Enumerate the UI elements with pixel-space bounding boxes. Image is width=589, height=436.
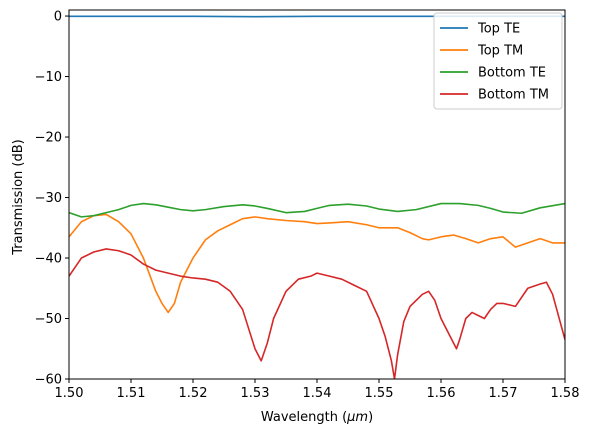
x-tick-label: 1.56 <box>427 386 456 401</box>
x-tick-label: 1.54 <box>303 386 332 401</box>
series-line-bottom-tm <box>69 248 565 379</box>
y-tick-label: −40 <box>35 252 62 267</box>
x-tick-label: 1.55 <box>365 386 394 401</box>
y-tick-label: 0 <box>54 10 62 25</box>
legend-label: Top TE <box>477 22 520 37</box>
legend: Top TE Top TM Bottom TE Bottom TM <box>433 12 563 110</box>
legend-label: Bottom TM <box>478 88 549 103</box>
x-tick-label: 1.57 <box>489 386 518 401</box>
x-tick-label: 1.51 <box>117 386 146 401</box>
x-axis-label: Wavelength (μm) <box>261 410 373 425</box>
y-tick-label: −10 <box>35 70 62 85</box>
series-line-bottom-te <box>69 202 565 218</box>
x-tick-label: 1.58 <box>551 386 580 401</box>
legend-label: Top TM <box>477 44 523 59</box>
legend-label: Bottom TE <box>478 66 546 81</box>
series-line-top-tm <box>69 213 565 314</box>
y-tick-label: −30 <box>35 191 62 206</box>
x-tick-label: 1.50 <box>55 386 84 401</box>
y-tick-label: −50 <box>35 312 62 327</box>
y-axis: 0 −10 −20 −30 −40 −50 −60 <box>35 10 69 388</box>
x-tick-label: 1.53 <box>241 386 270 401</box>
legend-box <box>433 12 563 110</box>
y-axis-label: Transmission (dB) <box>11 139 26 255</box>
x-axis: 1.50 1.51 1.52 1.53 1.54 1.55 1.56 1.57 1.58 <box>55 379 580 401</box>
x-tick-label: 1.52 <box>179 386 208 401</box>
y-tick-label: −60 <box>35 373 62 388</box>
y-tick-label: −20 <box>35 131 62 146</box>
